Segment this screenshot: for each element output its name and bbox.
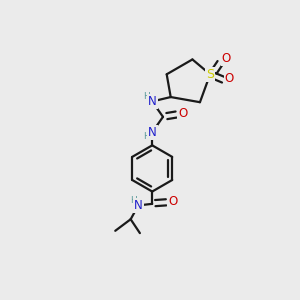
Text: H: H	[143, 132, 149, 141]
Text: H: H	[130, 196, 137, 205]
Text: N: N	[134, 199, 143, 212]
Text: N: N	[148, 126, 157, 139]
Text: H: H	[143, 92, 149, 101]
Text: O: O	[222, 52, 231, 65]
Text: O: O	[168, 195, 178, 208]
Text: S: S	[206, 68, 214, 81]
Text: N: N	[148, 95, 157, 108]
Text: O: O	[178, 107, 188, 120]
Text: O: O	[225, 72, 234, 85]
